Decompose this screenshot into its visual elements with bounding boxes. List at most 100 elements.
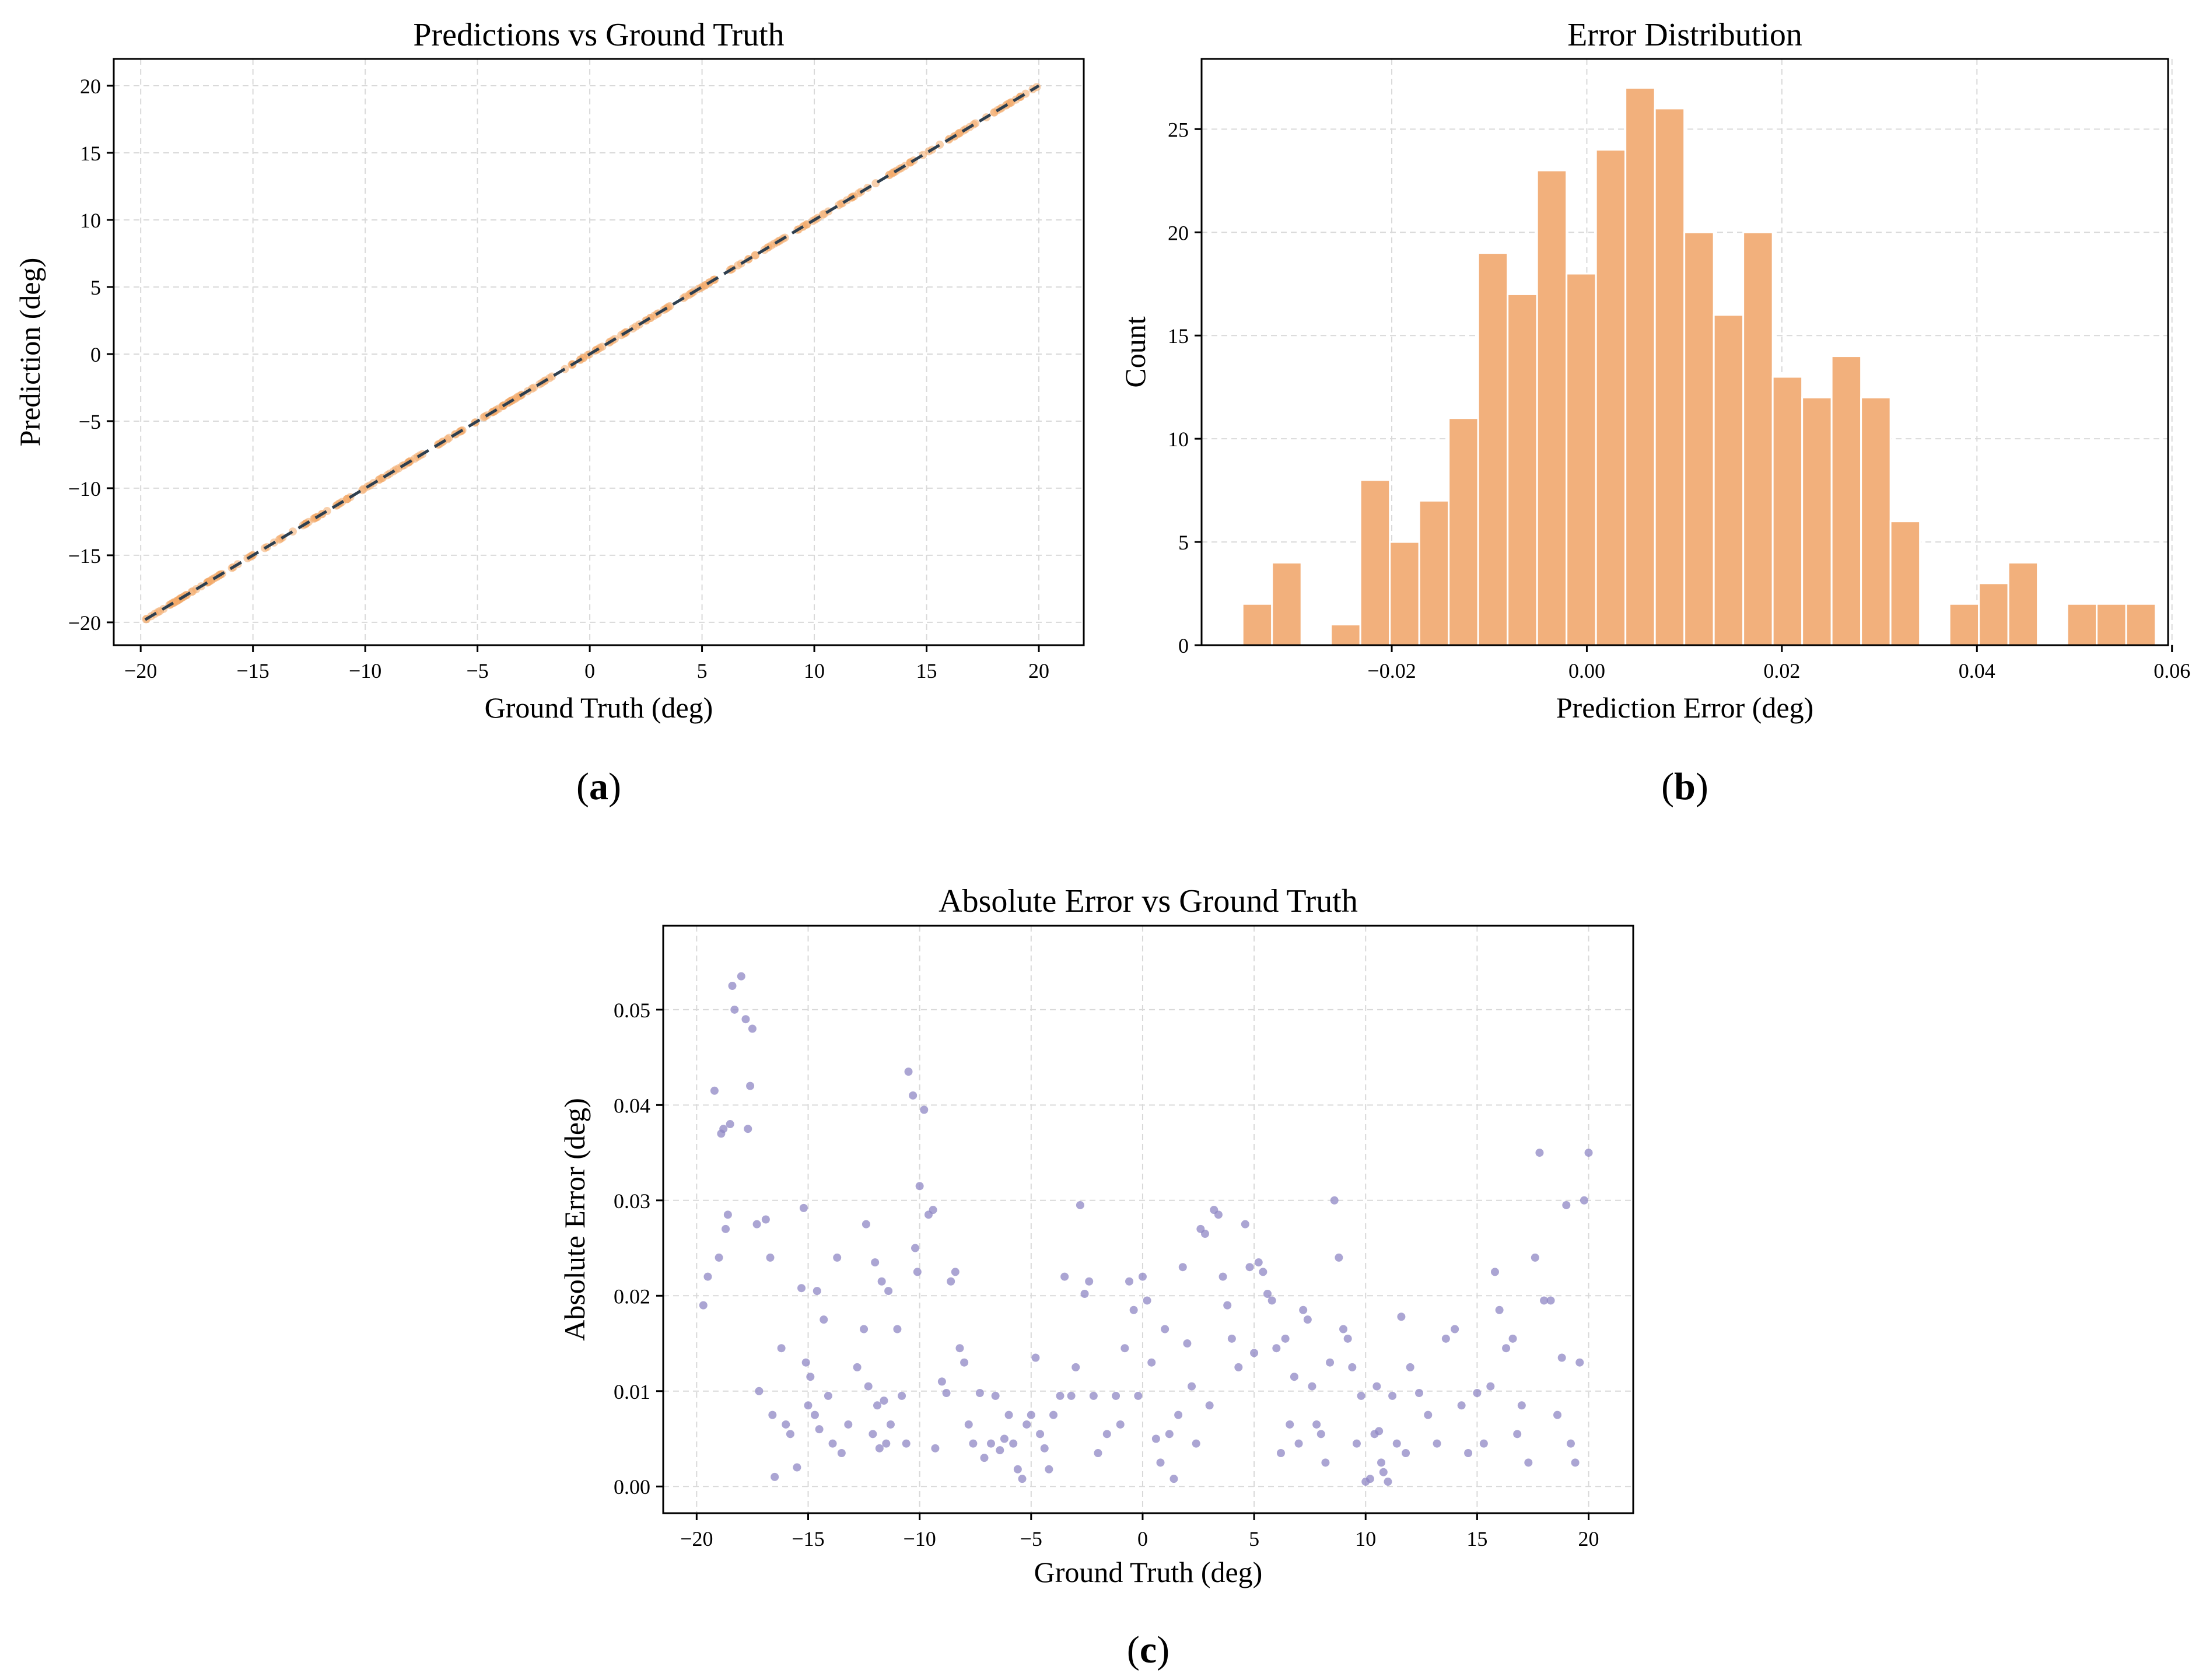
error-point (1531, 1253, 1539, 1262)
error-point (1205, 1401, 1214, 1410)
error-point (913, 1268, 922, 1276)
error-point (1281, 1334, 1290, 1343)
error-point (1272, 1344, 1281, 1353)
panel-a-predictions-vs-ground-truth: −20 −15 −10 −5 0 5 10 15 20 −20 −15 −10 −5 0 5 10 15 20 Pr… (13, 17, 1085, 808)
error-point (806, 1373, 815, 1381)
y-tick-label: 15 (80, 142, 101, 165)
histogram-bar (2066, 603, 2098, 646)
error-point (786, 1430, 794, 1438)
error-point (1457, 1401, 1466, 1410)
error-point (975, 1389, 984, 1398)
y-tick-label: −10 (68, 477, 101, 501)
prediction-point (666, 302, 674, 310)
error-point (1080, 1290, 1089, 1298)
error-point (1330, 1196, 1339, 1205)
x-tick-label: 0 (1137, 1527, 1148, 1550)
histogram-bar (1830, 355, 1862, 646)
histogram-bar (1418, 499, 1450, 646)
error-point (1116, 1420, 1125, 1429)
histogram-bar (1713, 314, 1745, 646)
error-point (813, 1287, 821, 1296)
error-point (991, 1391, 1000, 1400)
error-point (1348, 1363, 1357, 1371)
error-point (960, 1358, 969, 1367)
panel-b-error-distribution: −0.02 0.00 0.02 0.04 0.06 0 5 10 15 20 25 Error Dis… (1119, 17, 2190, 808)
histogram-bar (1271, 561, 1302, 646)
error-point (1308, 1382, 1316, 1391)
error-point (864, 1382, 873, 1391)
prediction-point (818, 210, 827, 219)
error-point (1384, 1478, 1392, 1486)
error-point (1218, 1272, 1227, 1281)
error-point (1178, 1263, 1187, 1272)
prediction-point (156, 607, 164, 615)
error-point (951, 1268, 960, 1276)
error-point (1018, 1475, 1027, 1483)
y-tick-label: 0.02 (614, 1284, 650, 1308)
error-point (1294, 1439, 1303, 1448)
error-point (1326, 1358, 1335, 1367)
error-point (1433, 1439, 1441, 1448)
error-point (871, 1258, 880, 1267)
y-tick-label: −15 (68, 544, 101, 568)
error-point (1250, 1349, 1259, 1357)
error-point (768, 1410, 777, 1419)
error-point (728, 981, 737, 990)
error-point (703, 1272, 712, 1281)
x-tick-label: 0.02 (1763, 659, 1800, 682)
error-point (1575, 1358, 1584, 1367)
error-point (1200, 1230, 1209, 1238)
histogram-bar (1330, 624, 1361, 646)
x-tick-label: −0.02 (1367, 659, 1416, 682)
error-point (1056, 1391, 1065, 1400)
error-point (1004, 1410, 1013, 1419)
error-point (869, 1430, 877, 1438)
y-axis-label: Prediction (deg) (13, 258, 46, 447)
error-point (882, 1439, 891, 1448)
error-point (1245, 1263, 1254, 1272)
error-point (1540, 1296, 1549, 1305)
error-point (1414, 1389, 1423, 1398)
x-tick-label: −20 (124, 659, 157, 682)
x-tick-label: 20 (1578, 1527, 1599, 1550)
error-point (1553, 1410, 1562, 1419)
error-point (1267, 1296, 1276, 1305)
error-point (1580, 1196, 1588, 1205)
error-point (1339, 1325, 1348, 1334)
error-point (1223, 1301, 1232, 1310)
error-point (1023, 1420, 1031, 1429)
error-point (860, 1325, 869, 1334)
error-point (799, 1203, 808, 1212)
error-point (1009, 1439, 1018, 1448)
y-tick-label: −5 (79, 410, 101, 433)
error-point (915, 1182, 924, 1191)
error-point (1299, 1306, 1308, 1314)
histogram-bar (1654, 107, 1686, 646)
error-point (1045, 1465, 1053, 1474)
histogram-bar (1889, 520, 1921, 646)
error-point (969, 1439, 978, 1448)
error-point (884, 1287, 893, 1296)
error-point (942, 1389, 951, 1398)
error-point (980, 1454, 989, 1462)
error-point (1397, 1312, 1406, 1321)
error-point (937, 1377, 946, 1386)
x-tick-label: −5 (1020, 1527, 1042, 1550)
error-point (1546, 1296, 1555, 1305)
x-tick-label: 0 (584, 659, 595, 682)
histogram-bar (1860, 396, 1892, 646)
x-tick-label: 15 (916, 659, 937, 682)
error-point (1486, 1382, 1495, 1391)
error-point (1406, 1363, 1414, 1371)
plot-frame (113, 58, 1085, 646)
error-point (893, 1325, 902, 1334)
error-point (766, 1253, 775, 1262)
error-point (1076, 1200, 1084, 1209)
error-point (1161, 1325, 1169, 1334)
error-point (1365, 1475, 1374, 1483)
error-point (1227, 1334, 1236, 1343)
error-point (723, 1210, 732, 1219)
error-point (1535, 1149, 1544, 1157)
histogram-bar (2125, 603, 2157, 646)
error-point (1174, 1410, 1183, 1419)
